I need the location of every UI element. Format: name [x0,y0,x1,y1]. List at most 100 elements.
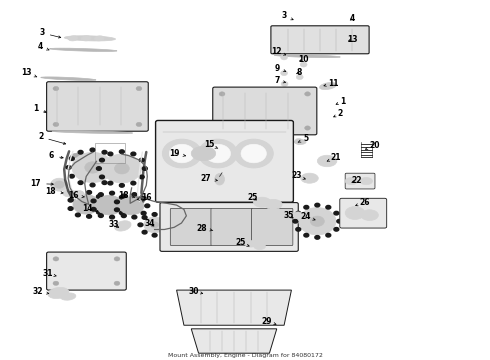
Circle shape [108,181,113,185]
Text: 9: 9 [274,64,286,73]
Circle shape [138,223,143,226]
FancyBboxPatch shape [271,26,369,54]
Text: 21: 21 [327,153,341,162]
Ellipse shape [52,131,133,134]
Ellipse shape [217,134,294,137]
Circle shape [305,92,311,96]
Ellipse shape [360,177,372,185]
Text: 27: 27 [200,174,218,183]
Circle shape [315,235,320,239]
Circle shape [102,181,107,184]
Circle shape [91,207,96,211]
Circle shape [114,166,119,169]
Circle shape [144,217,165,233]
Circle shape [68,207,73,210]
Text: 8: 8 [296,68,301,77]
Ellipse shape [254,243,266,249]
Circle shape [136,122,142,127]
Circle shape [81,201,91,208]
Circle shape [90,148,95,152]
Text: 3: 3 [281,11,293,20]
FancyBboxPatch shape [170,208,212,246]
Circle shape [315,203,320,207]
Circle shape [293,220,298,223]
Circle shape [162,139,201,168]
Polygon shape [191,329,277,353]
Text: 12: 12 [271,47,286,56]
Circle shape [73,195,99,214]
Circle shape [108,152,113,156]
Circle shape [219,126,225,130]
Circle shape [139,158,144,162]
Circle shape [123,203,128,207]
Text: 11: 11 [324,79,338,88]
Text: 1: 1 [33,104,46,113]
Circle shape [166,223,171,226]
Circle shape [78,150,83,154]
Circle shape [300,62,307,67]
Text: 1: 1 [336,96,345,105]
Circle shape [136,86,142,91]
Text: 13: 13 [347,35,358,44]
Text: 35: 35 [284,211,294,220]
Ellipse shape [213,226,226,233]
Text: 4: 4 [38,42,49,51]
Ellipse shape [41,77,96,81]
Text: 19: 19 [170,149,186,158]
Circle shape [53,122,59,127]
Circle shape [143,167,147,170]
Text: 29: 29 [262,317,276,326]
Circle shape [334,211,339,215]
Circle shape [142,216,147,219]
FancyBboxPatch shape [252,208,293,246]
Ellipse shape [49,48,117,51]
Circle shape [122,214,126,217]
FancyBboxPatch shape [211,208,252,246]
Circle shape [296,228,301,231]
Circle shape [75,192,80,195]
Circle shape [115,208,120,212]
Text: 4: 4 [350,14,355,23]
Circle shape [70,157,74,161]
Circle shape [127,202,136,209]
Ellipse shape [50,178,68,191]
Text: 20: 20 [366,141,380,150]
Circle shape [139,175,144,179]
Circle shape [102,154,142,183]
Ellipse shape [245,240,257,247]
Text: Mount Assembly, Engine - Diagram for 84080172: Mount Assembly, Engine - Diagram for 840… [168,352,322,357]
Ellipse shape [72,190,84,198]
Circle shape [111,157,116,161]
Circle shape [241,144,267,163]
Text: 5: 5 [298,134,309,143]
Circle shape [169,144,195,163]
Text: 6: 6 [49,151,63,160]
Circle shape [334,228,339,231]
Circle shape [72,152,113,183]
Circle shape [326,206,331,209]
Circle shape [85,162,100,173]
Text: 2: 2 [38,132,66,144]
FancyBboxPatch shape [213,87,317,135]
FancyBboxPatch shape [156,121,294,202]
Circle shape [296,211,301,215]
Text: 26: 26 [356,198,370,207]
Ellipse shape [274,55,340,58]
Circle shape [120,184,124,187]
Circle shape [114,257,120,261]
Circle shape [337,220,342,223]
Ellipse shape [54,181,64,188]
Text: 16: 16 [137,193,151,202]
Circle shape [221,225,227,229]
Circle shape [326,233,331,237]
Circle shape [299,208,336,235]
Circle shape [99,175,104,179]
Text: 28: 28 [196,224,213,233]
Text: 22: 22 [351,176,362,185]
Text: 2: 2 [334,109,343,118]
Circle shape [97,211,101,214]
Circle shape [281,81,288,86]
Text: 25: 25 [235,238,249,247]
Circle shape [115,163,129,174]
Text: 14: 14 [82,204,98,213]
